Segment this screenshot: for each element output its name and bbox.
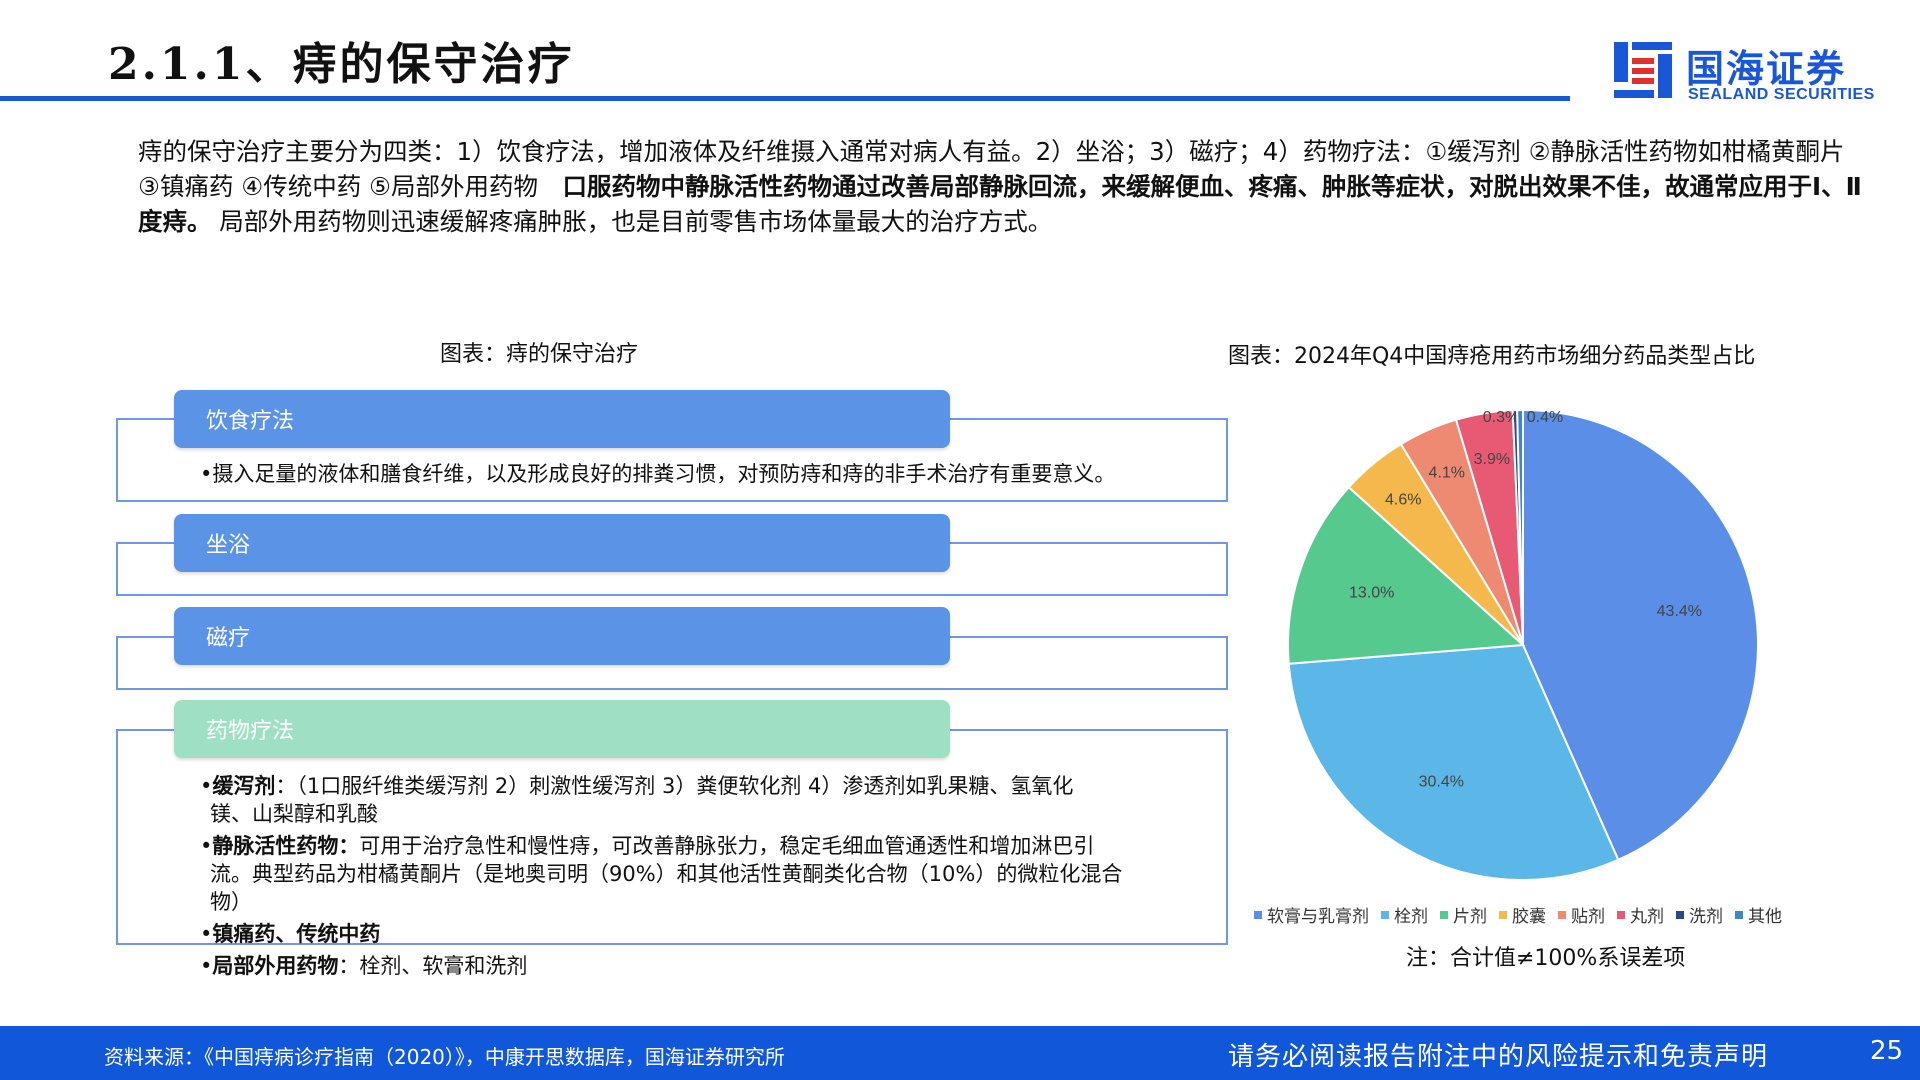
section-box-drug [116, 729, 1228, 945]
pie-data-label-6: 0.3% [1483, 409, 1519, 426]
list-item: •镇痛药、传统中药 [200, 922, 381, 946]
section-body-drug: •缓泻剂：（1口服纤维类缓泻剂 2）刺激性缓泻剂 3）粪便软化剂 4）渗透剂如乳… [200, 772, 1150, 980]
source-text: 资料来源：《中国痔病诊疗指南（2020）》，中康开思数据库，国海证券研究所 [104, 1045, 785, 1069]
intro-paragraph: 痔的保守治疗主要分为四类：1）饮食疗法，增加液体及纤维摄入通常对病人有益。2）坐… [138, 134, 1868, 239]
right-figure-caption: 图表：2024年Q4中国痔疮用药市场细分药品类型占比 [1228, 344, 1756, 369]
company-logo: 国海证券 SEALAND SECURITIES [1612, 36, 1892, 104]
list-item: •局部外用药物：栓剂、软膏和洗剂 [200, 954, 528, 978]
pie-data-label-1: 30.4% [1419, 774, 1464, 791]
footer-bar: 资料来源：《中国痔病诊疗指南（2020）》，中康开思数据库，国海证券研究所 请务… [0, 1026, 1920, 1080]
section-body-diet: •摄入足量的液体和膳食纤维，以及形成良好的排粪习惯，对预防痔和痔的非手术治疗有重… [200, 462, 1116, 486]
list-item-continuation: 镁、山梨醇和乳酸 [210, 802, 378, 826]
pie-data-label-7: 0.4% [1527, 409, 1563, 426]
legend-swatch [1735, 910, 1743, 919]
intro-text-1: 痔的保守治疗主要分为四类：1）饮食疗法，增加液体及纤维摄入通常对病人有益。2）坐… [138, 137, 1845, 201]
pie-slice-2 [1287, 485, 1526, 665]
legend-label: 贴剂 [1571, 907, 1605, 927]
left-figure-caption: 图表：痔的保守治疗 [440, 342, 639, 367]
pie-slice-7 [1516, 408, 1524, 646]
pie-chart: 43.4% 30.4% 13.0% 4.6% 4.1% 3.9% 0.3% 0.4% [1287, 408, 1759, 881]
legend-label: 胶囊 [1512, 907, 1546, 927]
legend-item: 栓剂 [1381, 902, 1428, 927]
disclaimer-text: 请务必阅读报告附注中的风险提示和免责声明 [1228, 1042, 1769, 1072]
pie-data-label-0: 43.4% [1657, 603, 1702, 620]
chart-note: 注：合计值≠100%系误差项 [1406, 946, 1686, 971]
legend-label: 片剂 [1453, 907, 1487, 927]
legend-swatch [1254, 910, 1262, 919]
legend-item: 软膏与乳膏剂 [1254, 902, 1369, 927]
legend-label: 丸剂 [1630, 907, 1664, 927]
pie-data-label-4: 4.1% [1429, 464, 1465, 481]
list-item: •缓泻剂：（1口服纤维类缓泻剂 2）刺激性缓泻剂 3）粪便软化剂 4）渗透剂如乳… [200, 774, 1074, 798]
legend-swatch [1558, 910, 1566, 919]
pie-data-label-5: 3.9% [1474, 451, 1510, 468]
sealand-logo-icon [1614, 42, 1672, 98]
legend-item: 片剂 [1440, 902, 1487, 927]
list-item-continuation: 物） [210, 890, 252, 914]
section-header-magnetic: 磁疗 [174, 607, 950, 665]
legend-swatch [1440, 910, 1448, 919]
section-header-drug: 药物疗法 [174, 700, 950, 758]
section-header-sitz-bath: 坐浴 [174, 514, 950, 572]
legend-item: 丸剂 [1617, 902, 1664, 927]
pie-slice-1 [1287, 643, 1620, 881]
logo-english-name: SEALAND SECURITIES [1688, 86, 1875, 103]
legend-swatch [1617, 910, 1625, 919]
intro-text-2: 局部外用药物则迅速缓解疼痛肿胀，也是目前零售市场体量最大的治疗方式。 [211, 207, 1053, 236]
legend-item: 贴剂 [1558, 902, 1605, 927]
title-divider [0, 96, 1570, 101]
list-item-continuation: 流。典型药品为柑橘黄酮片（是地奥司明（90%）和其他活性黄酮类化合物（10%）的… [210, 862, 1123, 886]
page-number: 25 [1870, 1036, 1904, 1066]
list-item: •静脉活性药物：可用于治疗急性和慢性痔，可改善静脉张力，稳定毛细血管通透性和增加… [200, 834, 1095, 858]
pie-slice-0 [1522, 408, 1759, 862]
legend-label: 栓剂 [1394, 907, 1428, 927]
pie-data-label-3: 4.6% [1385, 491, 1421, 508]
legend-swatch [1381, 910, 1389, 919]
legend-item: 洗剂 [1676, 902, 1723, 927]
legend-label: 洗剂 [1689, 907, 1723, 927]
page-title: 2.1.1、痔的保守治疗 [108, 39, 575, 90]
intro-bold-text: 口服药物中静脉活性药物通过改善局部静脉回流，来缓解便血、疼痛、肿胀等症状，对脱出… [138, 172, 1862, 236]
legend-label: 其他 [1748, 907, 1782, 927]
legend-item: 胶囊 [1499, 902, 1546, 927]
section-header-diet: 饮食疗法 [174, 390, 950, 448]
legend-label: 软膏与乳膏剂 [1267, 907, 1369, 927]
legend-swatch [1499, 910, 1507, 919]
pie-data-label-2: 13.0% [1349, 585, 1394, 602]
legend-item: 其他 [1735, 902, 1782, 927]
chart-legend: 软膏与乳膏剂 栓剂 片剂 胶囊 贴剂 丸剂 洗剂 其他 [1254, 902, 1782, 927]
logo-chinese-name: 国海证券 [1686, 47, 1847, 91]
legend-swatch [1676, 910, 1684, 919]
